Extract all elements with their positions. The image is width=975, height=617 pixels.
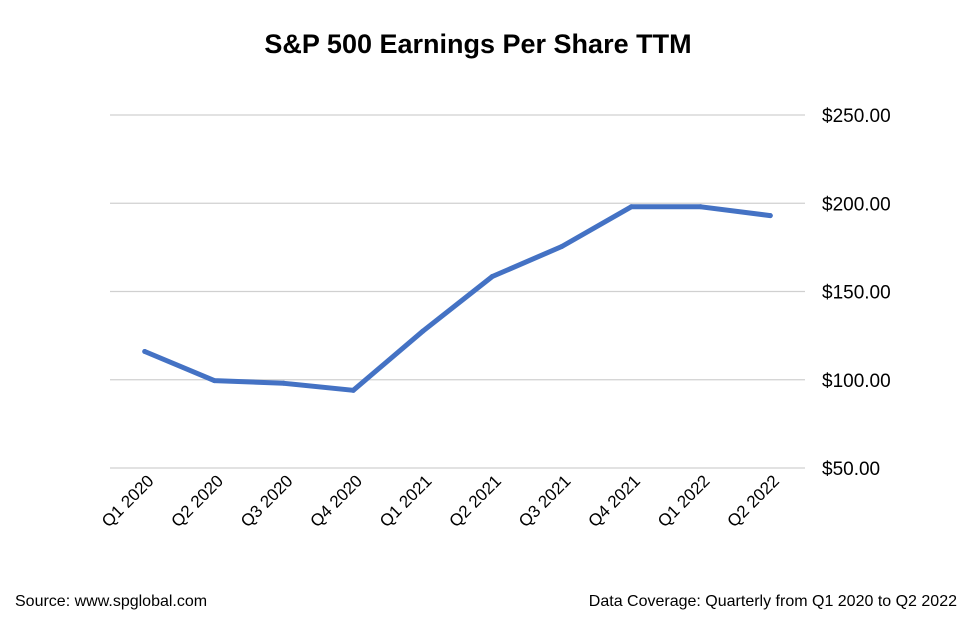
coverage-note: Data Coverage: Quarterly from Q1 2020 to… — [589, 593, 957, 610]
y-tick-label: $50.00 — [822, 459, 880, 480]
x-axis-ticks: Q1 2020 Q2 2020 Q3 2020 Q4 2020 Q1 2021 Q2 20… — [98, 471, 783, 531]
series-line — [142, 204, 773, 393]
x-tick-label: Q1 2020 — [98, 471, 158, 531]
x-tick-label: Q2 2020 — [168, 471, 228, 531]
data-point — [211, 378, 217, 384]
y-axis-ticks: $50.00 $100.00 $150.00 $200.00 $250.00 — [822, 106, 891, 480]
x-tick-label: Q4 2021 — [585, 471, 645, 531]
series-layer — [142, 204, 773, 393]
y-tick-label: $100.00 — [822, 371, 891, 392]
data-point — [420, 328, 426, 334]
x-tick-label: Q2 2021 — [446, 471, 506, 531]
chart-title: S&P 500 Earnings Per Share TTM — [264, 29, 691, 59]
data-point — [559, 243, 565, 249]
data-point — [628, 204, 634, 210]
data-point — [767, 213, 773, 219]
x-tick-label: Q3 2021 — [515, 471, 575, 531]
x-tick-label: Q1 2021 — [376, 471, 436, 531]
gridlines — [110, 114, 805, 469]
y-tick-label: $150.00 — [822, 283, 891, 304]
x-tick-label: Q4 2020 — [307, 471, 367, 531]
y-tick-label: $250.00 — [822, 106, 891, 127]
y-tick-label: $200.00 — [822, 194, 891, 215]
x-tick-label: Q1 2022 — [654, 471, 714, 531]
data-point — [350, 387, 356, 393]
data-point — [281, 380, 287, 386]
x-tick-label: Q3 2020 — [237, 471, 297, 531]
data-point — [142, 349, 148, 355]
source-note: Source: www.spglobal.com — [15, 593, 207, 610]
data-point — [489, 273, 495, 279]
data-point — [698, 204, 704, 210]
x-tick-label: Q2 2022 — [724, 471, 784, 531]
